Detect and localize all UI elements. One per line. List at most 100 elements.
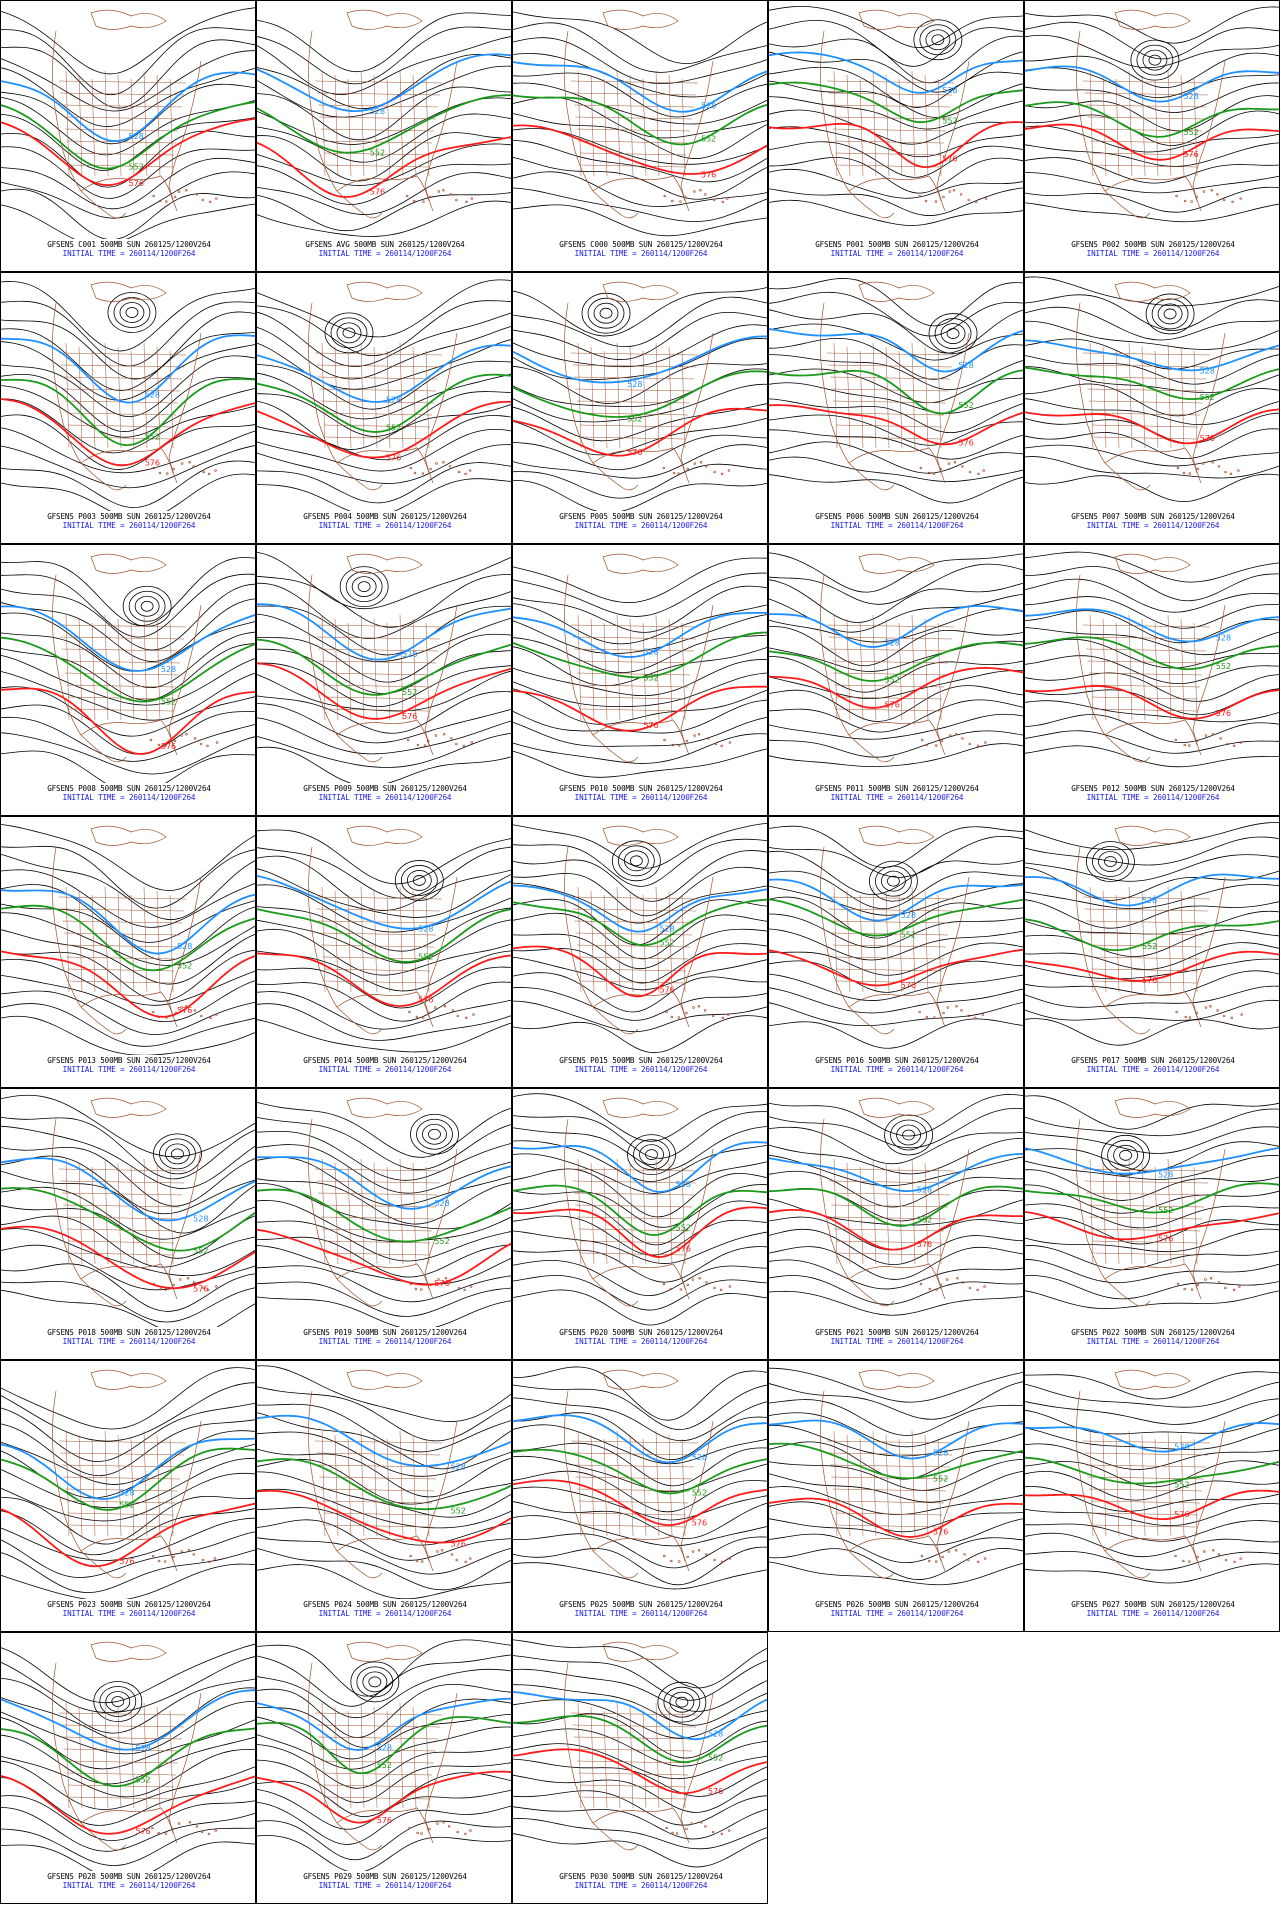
height-contour (257, 1488, 511, 1529)
state-border (1115, 1166, 1120, 1265)
state-border (642, 1438, 647, 1537)
caribbean-island (206, 1288, 210, 1292)
height-contour (769, 1246, 1023, 1280)
caribbean-island (201, 1558, 205, 1562)
caribbean-island (1222, 1014, 1226, 1018)
state-border (581, 708, 685, 712)
caribbean-island (704, 1825, 707, 1828)
contour-528 (257, 874, 511, 930)
caribbean-island (1224, 1286, 1227, 1290)
caribbean-island (408, 1826, 411, 1830)
arctic-islands (602, 553, 679, 574)
height-contour (1025, 125, 1279, 153)
height-contour (1025, 1155, 1279, 1180)
state-border (655, 342, 660, 449)
contour-552-label: 552 (708, 1753, 723, 1762)
panel-caption: GFSENS P013 500MB SUN 260125/1200V264 (47, 1056, 211, 1065)
closed-low-contour (880, 870, 906, 892)
height-contour (513, 1397, 767, 1442)
contour-576-label: 576 (901, 981, 916, 990)
contour-576 (513, 685, 767, 732)
height-contour (513, 140, 767, 183)
state-border (117, 1706, 122, 1809)
mexico-coastline (336, 1822, 383, 1851)
caribbean-island (953, 460, 957, 464)
contour-552-label: 552 (1142, 942, 1157, 951)
height-contour (769, 1216, 1023, 1251)
ensemble-map-panel: 528 552 576 GFSENS P030 500MB SUN 260125/12… (512, 1632, 768, 1904)
state-border (60, 1180, 185, 1184)
height-contour (513, 1790, 767, 1826)
state-border (58, 80, 187, 84)
height-contour (513, 1366, 767, 1421)
geography-overlay (564, 9, 729, 219)
state-border (1115, 350, 1120, 449)
caribbean-island (686, 1283, 690, 1287)
contour-552-label: 552 (692, 1488, 707, 1497)
caribbean-island (677, 472, 680, 475)
height-contour (769, 168, 1023, 199)
height-contour (1, 671, 255, 721)
caribbean-island (450, 1553, 454, 1556)
height-contour (513, 287, 767, 337)
height-contour (1025, 730, 1279, 754)
closed-low-contour (99, 1686, 137, 1717)
contour-552-label: 552 (145, 433, 160, 442)
mexico-coastline (592, 734, 639, 763)
state-border (60, 364, 185, 368)
state-border (321, 886, 326, 993)
height-contour (769, 19, 1023, 67)
state-border (316, 1180, 441, 1184)
gulf-coastline (80, 991, 174, 1018)
panel-initial-time: INITIAL TIME = 260114/1200F264 (62, 793, 196, 802)
height-contour (513, 659, 767, 697)
height-contour (513, 1655, 767, 1701)
height-contour (257, 1564, 511, 1599)
contour-576-label: 576 (1216, 709, 1231, 718)
state-border (576, 1216, 691, 1220)
height-contour (1, 1367, 255, 1430)
height-contour (1, 460, 255, 509)
height-contour (513, 1684, 767, 1726)
gulf-coastline (592, 175, 686, 202)
height-contour (513, 1455, 767, 1493)
state-border (334, 1434, 339, 1537)
contour-576-label: 576 (119, 1557, 134, 1566)
state-border (570, 624, 699, 628)
height-contour (1025, 456, 1279, 479)
height-contour (769, 670, 1023, 700)
caribbean-island (437, 1278, 440, 1281)
east-coastline (680, 332, 714, 484)
state-border (924, 1162, 929, 1265)
closed-low-contour (919, 24, 957, 56)
east-coastline (680, 60, 714, 212)
height-contour (513, 688, 767, 725)
height-contour (1, 311, 255, 380)
state-border (61, 104, 183, 108)
height-contour (257, 86, 511, 141)
caribbean-island (683, 195, 687, 199)
height-contour (1, 50, 255, 112)
height-contour (1025, 836, 1279, 866)
height-contour (769, 157, 1023, 194)
contour-552-label: 552 (917, 1215, 932, 1224)
caribbean-island (1174, 738, 1177, 742)
arctic-islands (1114, 1369, 1191, 1390)
caribbean-island (1182, 1559, 1185, 1563)
state-border (425, 350, 430, 449)
closed-low-contour (122, 585, 172, 627)
gulf-coastline (336, 175, 430, 202)
caribbean-island (954, 1548, 958, 1552)
closed-low-contour (946, 328, 960, 339)
state-border (577, 1158, 582, 1265)
height-contour (257, 928, 511, 976)
state-border (63, 388, 181, 392)
contour-552 (1025, 1182, 1279, 1214)
state-border (61, 1192, 183, 1196)
ensemble-map-panel: 528 552 576 GFSENS P027 500MB SUN 260125/12… (1024, 1360, 1280, 1632)
caribbean-island (157, 743, 161, 747)
height-contour (1025, 551, 1279, 583)
height-contour (257, 1178, 511, 1225)
state-border (314, 896, 443, 900)
arctic-islands (346, 9, 423, 30)
